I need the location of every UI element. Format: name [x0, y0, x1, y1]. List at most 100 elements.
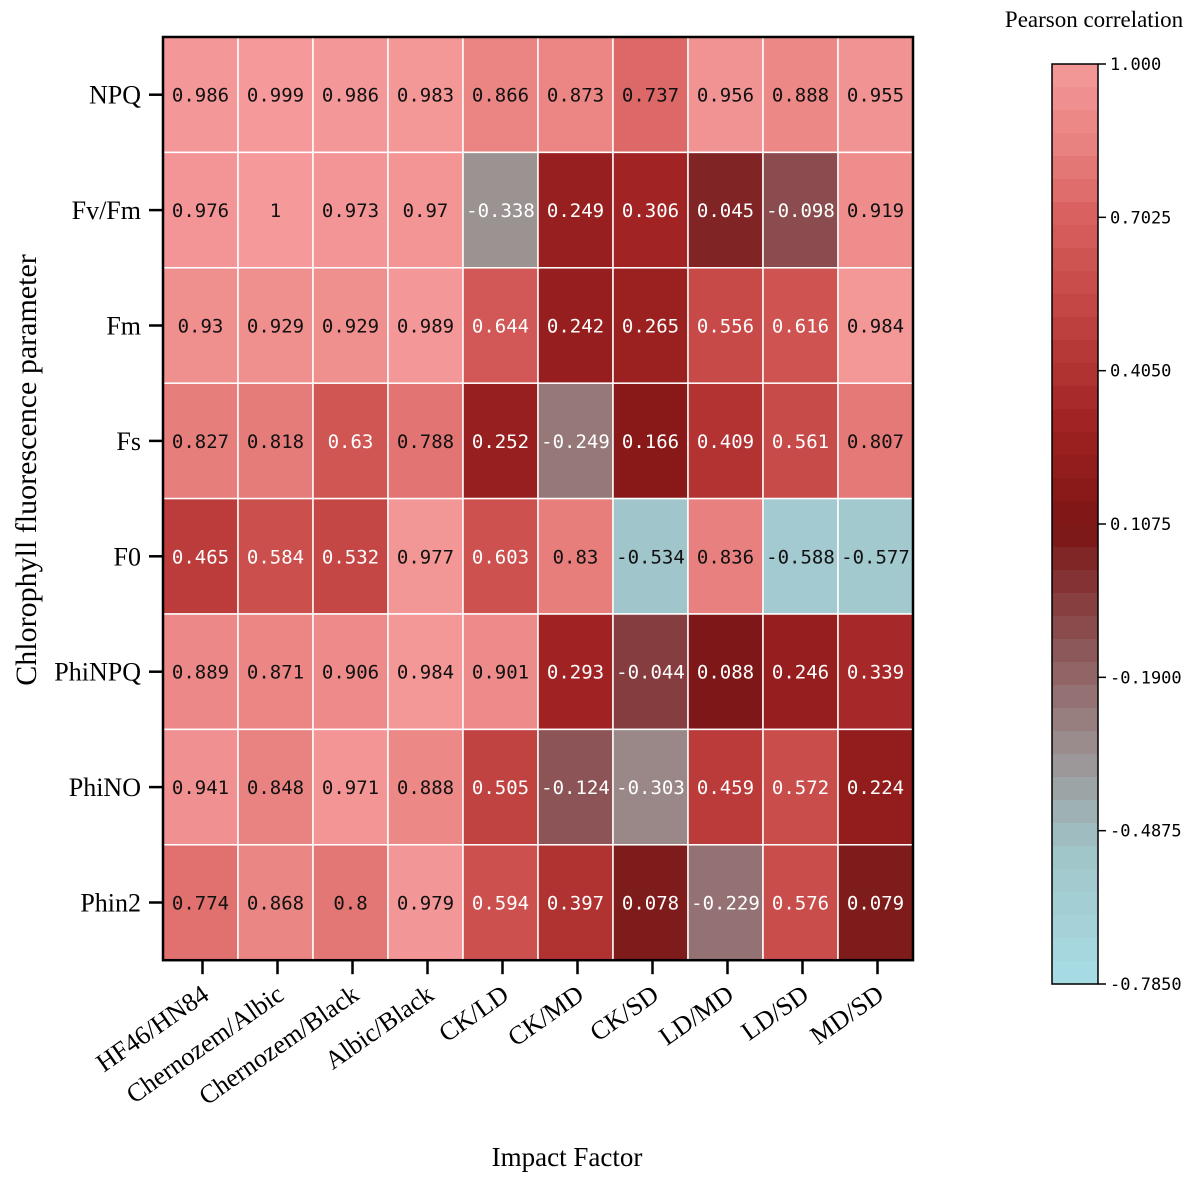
cell-value-label: 0.807 — [847, 431, 904, 453]
cell-value-label: 0.827 — [172, 431, 229, 453]
colorbar: 1.000 0.7025 0.4050 0.1075 -0.1900 -0.4875 -0.… — [1051, 55, 1182, 995]
colorbar-segment — [1052, 202, 1098, 226]
heatmap-cell — [687, 151, 764, 269]
cell-value-label: 0.252 — [472, 431, 529, 453]
heatmap-cell — [387, 613, 464, 731]
colorbar-segment — [1052, 662, 1098, 686]
cell-value-label: 0.989 — [397, 316, 454, 338]
heatmap-cell — [162, 613, 239, 731]
cell-value-label: -0.577 — [841, 546, 910, 568]
cell-value-label: 0.955 — [847, 85, 904, 107]
heatmap-cell — [312, 267, 389, 384]
colorbar-segment — [1052, 846, 1098, 870]
cell-value-label: 0.409 — [697, 431, 754, 453]
heatmap-cell — [762, 844, 839, 961]
heatmap-cell — [462, 844, 539, 961]
cell-value-label: 0.986 — [172, 85, 229, 107]
heatmap-cell — [837, 728, 914, 846]
heatmap-cell — [612, 728, 689, 846]
cell-value-label: 0.644 — [472, 316, 529, 338]
cell-value-label: 0.889 — [172, 662, 229, 684]
cell-value-label: 0.339 — [847, 662, 904, 684]
heatmap-cell — [537, 497, 614, 615]
cell-value-label: -0.303 — [616, 777, 685, 799]
colorbar-tick-label: 0.1075 — [1110, 515, 1171, 535]
cell-value-label: 0.079 — [847, 893, 904, 915]
cell-value-label: 0.459 — [697, 777, 754, 799]
colorbar-segment — [1052, 639, 1098, 663]
heatmap-cell — [162, 382, 239, 500]
heatmap-cell — [837, 382, 914, 500]
heatmap-cell — [612, 151, 689, 269]
cell-value-label: 0.088 — [697, 662, 754, 684]
heatmap-cell — [687, 267, 764, 384]
cell-value-label: 0.906 — [322, 662, 379, 684]
cell-value-label: 0.306 — [622, 200, 679, 222]
heatmap-cell — [762, 728, 839, 846]
cell-value-label: 0.986 — [322, 85, 379, 107]
heatmap-cell — [537, 728, 614, 846]
cell-value-label: 0.979 — [397, 893, 454, 915]
heatmap-cell — [687, 844, 764, 961]
heatmap-cell — [462, 613, 539, 731]
cell-value-label: 0.594 — [472, 893, 529, 915]
y-tick-label: F0 — [114, 542, 141, 571]
colorbar-segment — [1052, 501, 1098, 525]
heatmap-cell — [537, 382, 614, 500]
heatmap-cell — [612, 382, 689, 500]
x-tick-label: CK/SD — [585, 979, 664, 1047]
heatmap-cell — [237, 844, 314, 961]
cell-value-label: 0.818 — [247, 431, 304, 453]
colorbar-tick-label: 1.000 — [1110, 55, 1161, 75]
cell-value-label: -0.338 — [466, 200, 535, 222]
colorbar-segment — [1052, 225, 1098, 249]
colorbar-segment — [1052, 616, 1098, 640]
heatmap-cell — [612, 497, 689, 615]
heatmap-cell — [612, 267, 689, 384]
heatmap-cell — [312, 613, 389, 731]
cell-value-label: 0.901 — [472, 662, 529, 684]
cell-value-label: 0.976 — [172, 200, 229, 222]
cell-value-label: 0.293 — [547, 662, 604, 684]
cell-value-label: -0.098 — [766, 200, 835, 222]
y-tick-label: Fs — [116, 427, 141, 456]
heatmap-cell — [237, 36, 314, 154]
heatmap-cells — [162, 36, 914, 961]
heatmap-cell — [237, 151, 314, 269]
cell-value-label: 0.561 — [772, 431, 829, 453]
colorbar-segment — [1052, 892, 1098, 916]
heatmap-cell — [687, 728, 764, 846]
cell-value-label: 0.788 — [397, 431, 454, 453]
colorbar-segment — [1052, 248, 1098, 272]
colorbar-segment — [1052, 869, 1098, 893]
cell-value-label: 0.999 — [247, 85, 304, 107]
cell-value-label: 0.984 — [847, 316, 904, 338]
colorbar-segment — [1052, 938, 1098, 962]
y-tick-label: NPQ — [89, 81, 141, 110]
cell-value-label: 0.246 — [772, 662, 829, 684]
colorbar-segment — [1052, 570, 1098, 594]
heatmap-cell — [537, 613, 614, 731]
cell-value-label: 0.572 — [772, 777, 829, 799]
cell-value-label: 1 — [270, 200, 281, 222]
heatmap-cell — [237, 497, 314, 615]
cell-value-label: -0.229 — [691, 893, 760, 915]
cell-value-label: 0.984 — [397, 662, 454, 684]
heatmap-cell — [312, 844, 389, 961]
cell-value-label: 0.616 — [772, 316, 829, 338]
x-tick-label: CK/MD — [502, 979, 588, 1052]
heatmap-cell — [387, 728, 464, 846]
x-axis-title: Impact Factor — [492, 1142, 643, 1172]
colorbar-segment — [1052, 777, 1098, 801]
colorbar-segment — [1052, 64, 1098, 88]
cell-value-label: 0.983 — [397, 85, 454, 107]
cell-value-label: 0.603 — [472, 546, 529, 568]
colorbar-segment — [1052, 823, 1098, 847]
cell-value-label: 0.774 — [172, 893, 229, 915]
heatmap-cell — [462, 267, 539, 384]
colorbar-segment — [1052, 294, 1098, 318]
y-tick-label: PhiNPQ — [54, 658, 141, 687]
colorbar-tick-label: -0.7850 — [1110, 975, 1182, 995]
cell-value-label: 0.465 — [172, 546, 229, 568]
heatmap-cell — [387, 844, 464, 961]
